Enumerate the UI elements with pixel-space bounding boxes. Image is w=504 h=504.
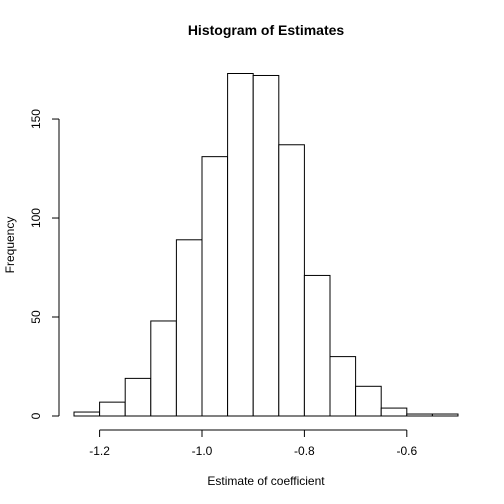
x-tick-label: -1.0 xyxy=(192,444,213,458)
histogram-bar-8 xyxy=(252,74,280,417)
histogram-bar-6 xyxy=(201,156,229,417)
histogram-bar-5 xyxy=(175,239,203,417)
y-tick-label: 100 xyxy=(29,208,43,228)
histogram-bars xyxy=(73,73,459,417)
x-axis-label: Estimate of coefficient xyxy=(207,474,325,488)
y-axis-label: Frequency xyxy=(3,217,17,274)
histogram-bar-7 xyxy=(227,73,254,417)
x-tick-label: -0.6 xyxy=(396,444,417,458)
histogram-bar-13 xyxy=(380,407,408,417)
histogram-bar-1 xyxy=(73,411,101,417)
histogram-bar-14 xyxy=(406,413,433,417)
histogram-bar-3 xyxy=(124,377,152,417)
histogram-bar-10 xyxy=(303,274,331,417)
chart-title: Histogram of Estimates xyxy=(188,22,345,38)
x-axis: -1.2 -1.0 -0.8 -0.6 xyxy=(89,429,417,458)
x-tick-label: -0.8 xyxy=(294,444,315,458)
y-tick-label: 0 xyxy=(29,412,43,419)
histogram-bar-9 xyxy=(278,144,305,417)
x-tick-label: -1.2 xyxy=(89,444,110,458)
histogram-bar-12 xyxy=(355,385,382,417)
y-axis: 0 50 100 150 xyxy=(29,109,60,419)
y-tick-label: 150 xyxy=(29,109,43,129)
histogram-bar-2 xyxy=(99,401,126,417)
histogram-bar-11 xyxy=(329,356,357,417)
histogram-bar-15 xyxy=(431,413,459,417)
histogram-bar-4 xyxy=(150,320,177,417)
y-tick-label: 50 xyxy=(29,310,43,324)
